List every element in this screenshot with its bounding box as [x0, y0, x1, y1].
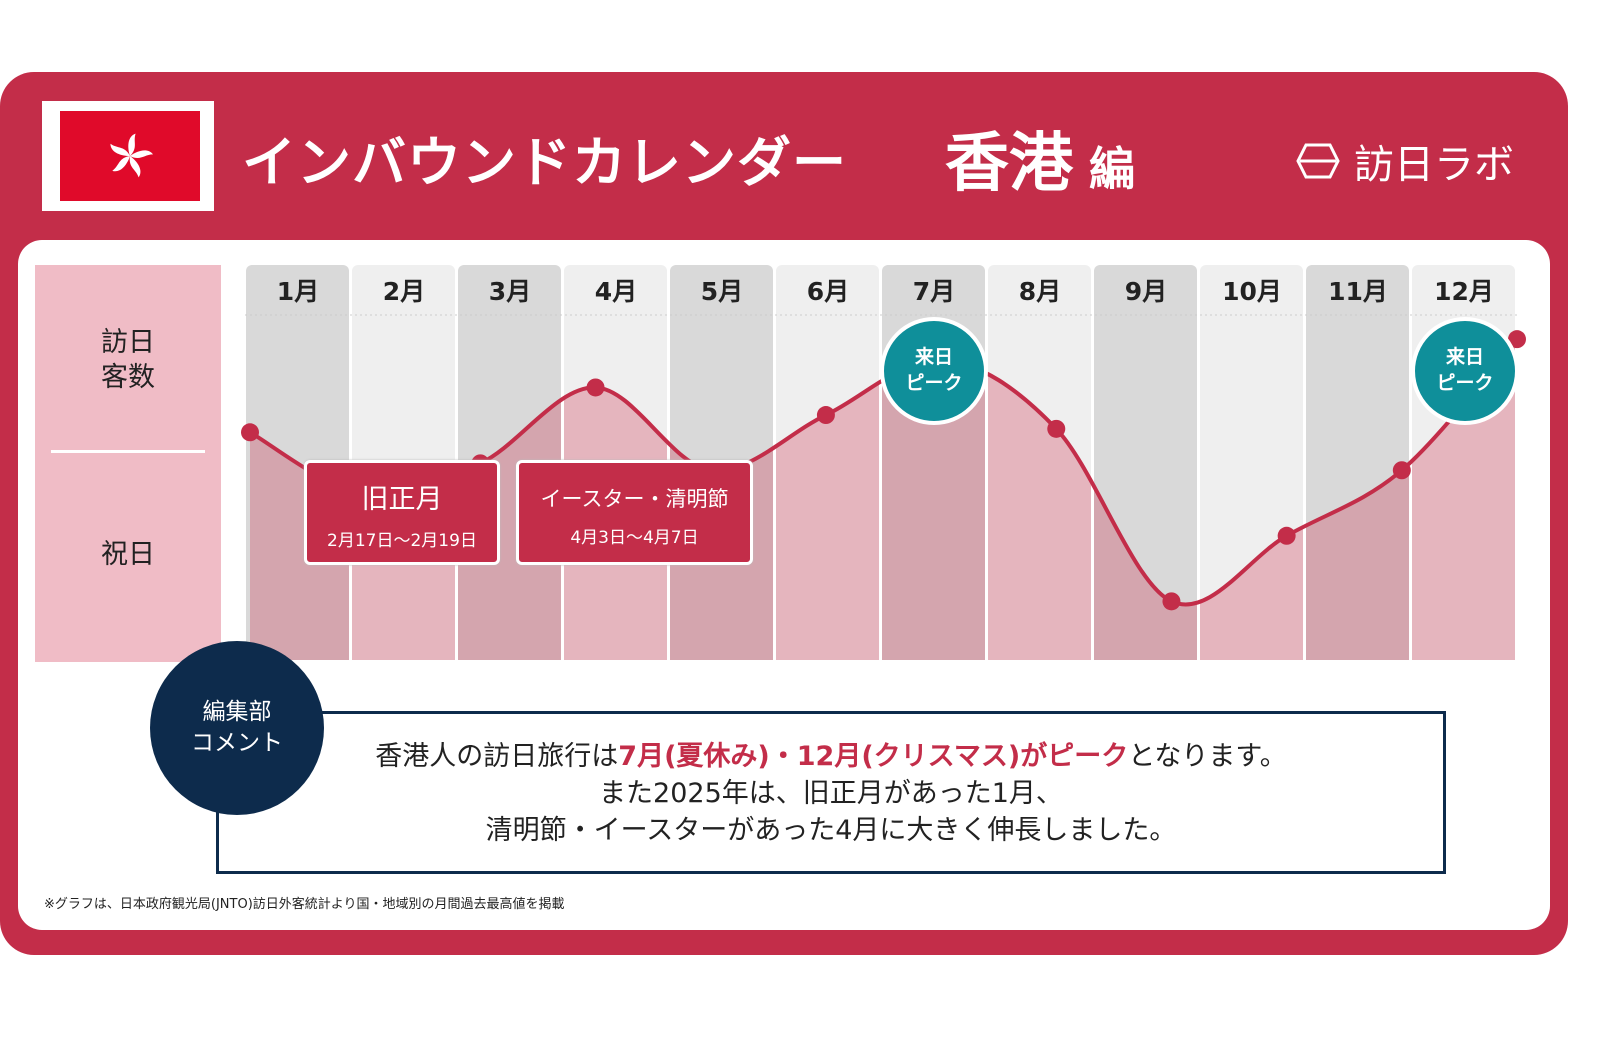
holiday-dates: 2月17日～2月19日	[327, 531, 477, 551]
region-title: 香港編	[945, 112, 1135, 204]
peak-label: 来日 ピーク	[1436, 346, 1494, 394]
divider	[51, 450, 205, 453]
data-point	[1508, 330, 1526, 349]
data-point	[1277, 526, 1296, 545]
month-label: 6月	[807, 277, 849, 306]
peak-badge-july: 来日 ピーク	[880, 317, 988, 425]
data-point	[1047, 419, 1066, 438]
region-name: 香港	[945, 127, 1073, 201]
month-label: 11月	[1328, 277, 1388, 306]
month-label: 12月	[1434, 277, 1494, 306]
visitors-label: 訪日 客数	[101, 327, 155, 394]
month-label: 9月	[1125, 277, 1167, 306]
hong-kong-flag	[42, 101, 214, 211]
peak-label: 来日 ピーク	[905, 346, 963, 394]
region-suffix: 編	[1089, 142, 1135, 196]
page-title: インバウンドカレンダー	[242, 131, 847, 194]
badge-text: 編集部 コメント	[191, 698, 283, 756]
comment-text: 香港人の訪日旅行は	[375, 741, 619, 772]
data-point	[816, 406, 835, 425]
data-point	[586, 378, 605, 397]
holiday-name: 旧正月	[361, 484, 443, 515]
month-label: 3月	[489, 277, 531, 306]
comment-line-2: また2025年は、旧正月があった1月、	[599, 778, 1063, 809]
month-label: 2月	[383, 277, 425, 306]
month-label: 4月	[595, 277, 637, 306]
holiday-box-lunar-new-year: 旧正月 2月17日～2月19日	[304, 460, 500, 565]
comment-highlight: 7月(夏休み)・12月(クリスマス)がピーク	[618, 741, 1129, 772]
bauhinia-icon	[108, 133, 154, 178]
editor-comment-box: 香港人の訪日旅行は7月(夏休み)・12月(クリスマス)がピークとなります。 また…	[216, 711, 1446, 874]
row-labels: 訪日 客数 祝日	[35, 265, 221, 662]
logo: 訪日ラボ	[1296, 132, 1514, 190]
logo-text: 訪日ラボ	[1354, 142, 1514, 188]
editor-comment-badge: 編集部 コメント	[150, 641, 324, 815]
month-label: 8月	[1019, 277, 1061, 306]
month-label: 7月	[913, 277, 955, 306]
month-label: 1月	[277, 277, 319, 306]
comment-line-3: 清明節・イースターがあった4月に大きく伸長しました。	[485, 815, 1177, 846]
peak-badge-december: 来日 ピーク	[1411, 317, 1519, 425]
holiday-name: イースター・清明節	[540, 487, 729, 511]
comment-line-1: 香港人の訪日旅行は7月(夏休み)・12月(クリスマス)がピークとなります。	[219, 738, 1443, 775]
footnote: ※グラフは、日本政府観光局(JNTO)訪日外客統計より国・地域別の月間過去最高値…	[44, 897, 565, 912]
logo-icon	[1296, 143, 1340, 179]
month-label: 5月	[701, 277, 743, 306]
holiday-dates: 4月3日～4月7日	[570, 528, 699, 548]
holidays-label: 祝日	[101, 539, 155, 570]
data-point	[1162, 592, 1181, 611]
comment-text: となります。	[1128, 741, 1287, 772]
month-label: 10月	[1222, 277, 1282, 306]
data-point	[1392, 461, 1411, 480]
data-point	[241, 423, 259, 442]
holiday-box-easter: イースター・清明節 4月3日～4月7日	[516, 460, 753, 565]
